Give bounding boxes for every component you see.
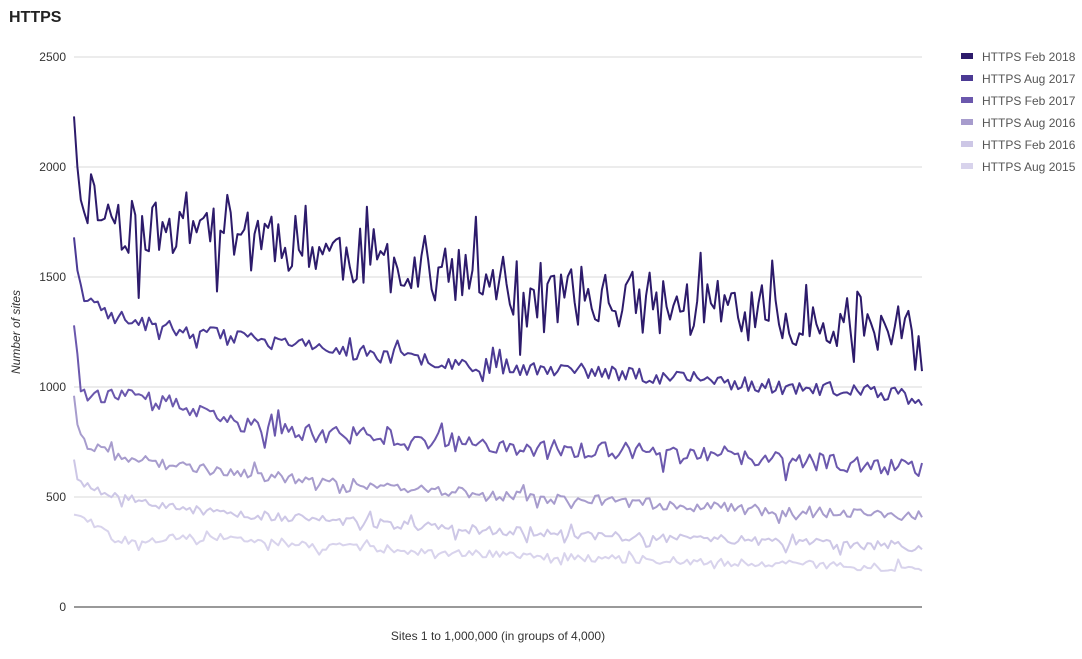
y-tick-label: 2500 bbox=[39, 50, 66, 64]
y-axis-title: Number of sites bbox=[9, 290, 23, 374]
y-axis-ticks: 0 500 1000 1500 2000 2500 bbox=[39, 50, 66, 614]
y-tick-label: 1500 bbox=[39, 270, 66, 284]
legend-swatch bbox=[961, 119, 973, 125]
legend: HTTPS Feb 2018 HTTPS Aug 2017 HTTPS Feb 20… bbox=[961, 50, 1076, 174]
y-tick-label: 500 bbox=[46, 490, 66, 504]
legend-swatch bbox=[961, 97, 973, 103]
legend-label: HTTPS Feb 2018 bbox=[982, 50, 1076, 64]
legend-swatch bbox=[961, 75, 973, 81]
legend-label: HTTPS Aug 2016 bbox=[982, 116, 1076, 130]
x-axis-title: Sites 1 to 1,000,000 (in groups of 4,000… bbox=[391, 629, 605, 643]
series-line-https-feb-2018 bbox=[74, 116, 922, 371]
y-tick-label: 0 bbox=[59, 600, 66, 614]
y-tick-label: 2000 bbox=[39, 160, 66, 174]
series-lines bbox=[74, 116, 922, 571]
legend-swatch bbox=[961, 163, 973, 169]
line-chart: 0 500 1000 1500 2000 2500 Sites 1 to 1,000,00… bbox=[0, 0, 1082, 659]
y-tick-label: 1000 bbox=[39, 380, 66, 394]
legend-swatch bbox=[961, 53, 973, 59]
legend-label: HTTPS Aug 2017 bbox=[982, 72, 1076, 86]
legend-label: HTTPS Feb 2017 bbox=[982, 94, 1076, 108]
legend-label: HTTPS Aug 2015 bbox=[982, 160, 1076, 174]
legend-label: HTTPS Feb 2016 bbox=[982, 138, 1076, 152]
series-line-https-aug-2017 bbox=[74, 237, 922, 405]
series-line-https-feb-2017 bbox=[74, 325, 922, 480]
legend-swatch bbox=[961, 141, 973, 147]
grid bbox=[74, 57, 922, 497]
